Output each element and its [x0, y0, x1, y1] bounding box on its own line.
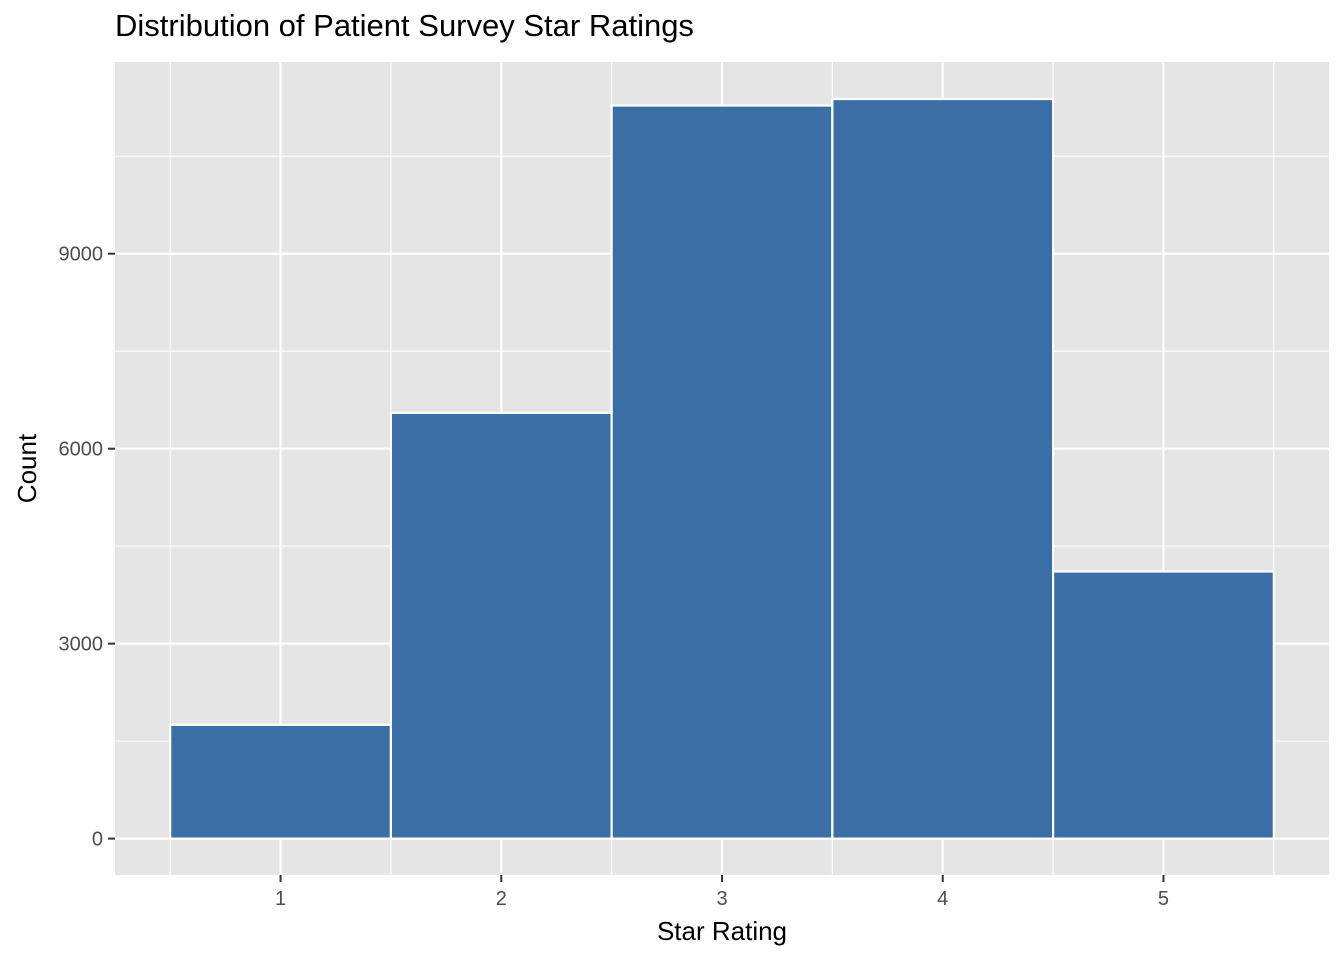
axes: 1 2 3 4 5 0 3000 6000 9000: [59, 244, 1170, 910]
bar-rating-4: [831, 97, 1055, 840]
x-tick-label: 3: [716, 888, 727, 910]
x-tick-label: 1: [275, 888, 286, 910]
x-tick-label: 5: [1158, 888, 1169, 910]
bar-rating-1: [169, 723, 393, 840]
y-tick-label: 6000: [59, 439, 104, 461]
y-tick-label: 9000: [59, 244, 104, 266]
chart-title: Distribution of Patient Survey Star Rati…: [115, 8, 694, 43]
y-tick-label: 0: [92, 829, 103, 851]
bar-rating-3: [610, 104, 834, 840]
bars: [169, 97, 1275, 840]
x-axis-title: Star Rating: [657, 916, 787, 946]
x-tick-label: 2: [496, 888, 507, 910]
y-axis-title: Count: [12, 433, 42, 503]
bar-rating-5: [1051, 570, 1275, 840]
x-tick-label: 4: [937, 888, 948, 910]
y-tick-label: 3000: [59, 634, 104, 656]
bar-rating-2: [389, 411, 613, 840]
